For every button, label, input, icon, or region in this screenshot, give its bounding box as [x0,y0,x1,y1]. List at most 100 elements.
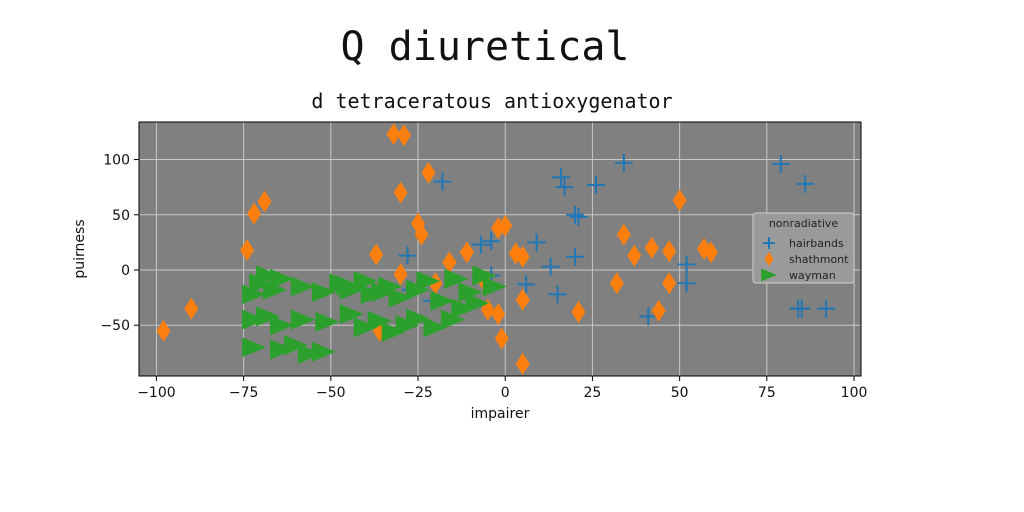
shathmont-point [491,303,506,326]
wayman-point [440,309,465,330]
hairbands-point [771,154,790,173]
legend-label-hairbands: hairbands [789,237,844,250]
hairbands-point [586,175,605,194]
shathmont-point [459,241,474,264]
hairbands-point [796,174,815,193]
chart-title: d tetraceratous antioxygenator [311,89,672,113]
hairbands-point [433,172,452,191]
y-tick-label: −50 [100,318,130,334]
shathmont-point [515,245,530,268]
shathmont-point [421,161,436,184]
x-tick-label: 100 [841,385,868,401]
wayman-point [242,309,267,330]
shathmont-point [672,189,687,212]
legend: nonradiative hairbands shathmont wayman [752,212,855,284]
hairbands-point [482,232,501,251]
wayman-point [482,276,507,297]
y-tick-label: 0 [121,263,130,279]
shathmont-point [662,240,677,263]
wayman-point [430,290,455,311]
wayman-point [256,306,281,327]
shathmont-point [662,272,677,295]
shathmont-point [156,319,171,342]
wayman-point [472,265,497,286]
wayman-point [406,308,431,329]
hairbands-point [527,233,546,252]
y-axis-label: puirness [72,219,88,278]
shathmont-point [184,297,199,320]
shathmont-point [651,299,666,322]
shathmont-point [644,236,659,259]
wayman-point [458,282,483,303]
wayman-point [242,337,267,358]
shathmont-point [704,241,719,264]
wayman-point [336,275,361,296]
hairbands-point [517,275,536,294]
wayman-point [270,268,295,289]
shathmont-point [257,190,272,213]
wayman-point [311,282,336,303]
wayman-point [311,341,336,362]
legend-marker-shathmont [764,251,774,267]
hairbands-point [677,255,696,274]
hairbands-point [677,274,696,293]
hairbands-point [565,205,584,224]
wayman-point [249,273,274,294]
hairbands-point [817,299,836,318]
wayman-point [371,282,396,303]
shathmont-point [369,243,384,266]
hairbands-point [792,299,811,318]
shathmont-point [494,327,509,350]
wayman-point [451,298,476,319]
hairbands-point [471,235,490,254]
series-shathmont [156,123,719,375]
shathmont-point [240,239,255,262]
wayman-point [315,311,340,332]
wayman-point [444,268,469,289]
wayman-point [283,335,308,356]
x-tick-label: −75 [229,385,259,401]
x-axis-label: impairer [471,406,530,422]
x-tick-label: 75 [758,385,776,401]
y-tick-label: 50 [112,208,130,224]
wayman-point [367,310,392,331]
wayman-point [290,276,315,297]
shathmont-point [386,123,401,146]
wayman-point [353,317,378,338]
x-tick-label: 50 [671,385,689,401]
legend-marker-wayman [761,268,777,282]
shathmont-point [498,214,513,237]
shathmont-point [393,263,408,286]
wayman-point [270,315,295,336]
hairbands-point [552,168,571,187]
hairbands-point [639,307,658,326]
legend-box [752,212,855,284]
hairbands-point [398,246,417,265]
shathmont-point [397,124,412,147]
series-wayman [242,265,507,364]
shathmont-point [515,288,530,311]
shathmont-point [247,202,262,225]
y-tick-label: 100 [103,153,130,169]
hairbands-point [565,247,584,266]
wayman-point [416,271,441,292]
data-points [156,123,836,375]
wayman-point [353,271,378,292]
axis-ticks: −100 −75 −50 −25 0 25 50 75 100 −50 0 50 100 [100,153,867,401]
hairbands-point [569,207,588,226]
wayman-point [423,317,448,338]
wayman-point [381,321,406,342]
shathmont-point [627,244,642,267]
hairbands-point [541,257,560,276]
series-hairbands [398,153,836,326]
legend-label-wayman: wayman [789,269,836,282]
wayman-point [465,293,490,314]
legend-label-shathmont: shathmont [789,253,849,266]
legend-marker-hairbands [763,237,775,249]
x-tick-label: 25 [584,385,602,401]
x-tick-label: −100 [137,385,175,401]
x-tick-label: −50 [316,385,346,401]
wayman-point [270,339,295,360]
x-tick-label: 0 [501,385,510,401]
